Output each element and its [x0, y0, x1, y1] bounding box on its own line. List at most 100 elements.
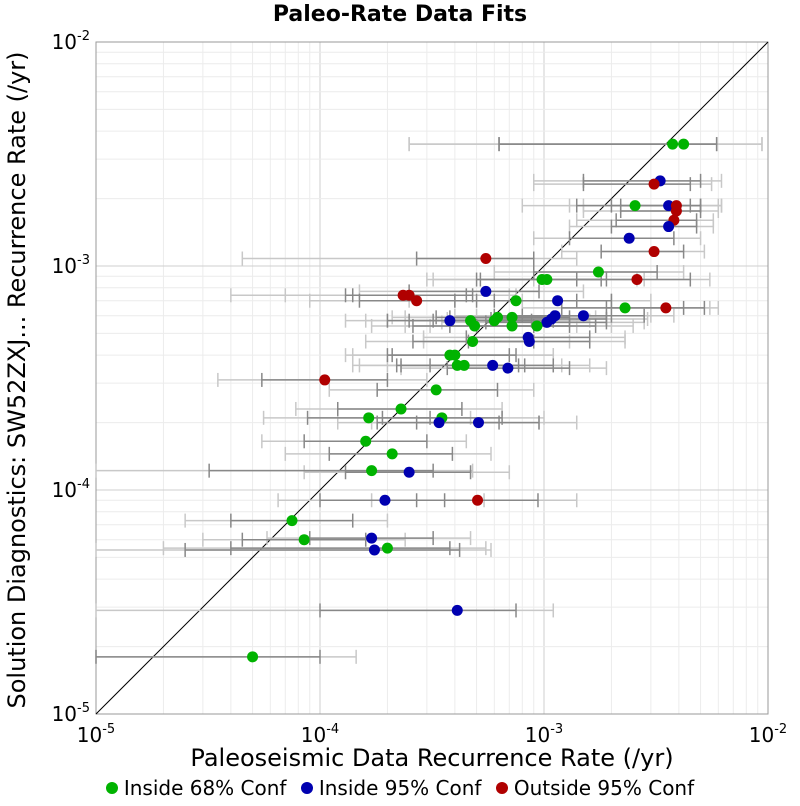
data-point-inside-68	[506, 320, 518, 332]
y-tick-label-base: 10	[52, 478, 77, 502]
x-tick-label-exponent: -3	[550, 722, 563, 737]
y-tick-label-base: 10	[52, 702, 77, 726]
error-bar-68	[230, 541, 451, 556]
data-point-inside-68	[449, 349, 461, 361]
data-point-outside-95	[411, 295, 423, 307]
data-point-inside-68	[467, 336, 479, 348]
error-bar-68	[95, 649, 321, 664]
y-tick-label: 10-4	[52, 477, 90, 502]
data-point-inside-68	[678, 138, 690, 150]
data-point-inside-95	[368, 544, 380, 556]
data-point-inside-95	[433, 417, 445, 429]
data-point-inside-68	[619, 302, 631, 314]
data-point-inside-68	[298, 534, 310, 546]
data-point-inside-68	[286, 515, 298, 527]
y-tick-label: 10-3	[52, 253, 90, 278]
legend-label-inside-95: Inside 95% Conf	[318, 776, 482, 800]
data-point-inside-95	[451, 604, 463, 616]
data-point-inside-95	[552, 295, 564, 307]
data-point-inside-68	[667, 138, 679, 150]
y-tick-label: 10-5	[52, 701, 90, 726]
error-bar-68	[582, 177, 692, 192]
data-point-inside-95	[577, 310, 589, 322]
data-point-outside-95	[319, 374, 331, 386]
error-bar-68	[600, 244, 685, 259]
data-point-inside-68	[430, 384, 442, 396]
error-bar-68	[408, 284, 540, 299]
error-bars-95	[95, 137, 763, 664]
error-bar-68	[615, 213, 698, 228]
data-point-inside-95	[379, 494, 391, 506]
plot-border	[95, 41, 769, 715]
x-tick-label-base: 10	[525, 723, 550, 747]
y-tick-label-exponent: -2	[77, 29, 90, 44]
data-point-inside-68	[360, 435, 372, 447]
error-bar-68	[415, 251, 535, 266]
data-point-inside-68	[381, 542, 393, 554]
legend-item-inside-68: Inside 68% Conf	[105, 776, 287, 800]
data-point-inside-68	[458, 359, 470, 371]
y-tick-label-base: 10	[52, 30, 77, 54]
chart-title: Paleo-Rate Data Fits	[272, 2, 528, 27]
legend-marker-outside-95	[495, 782, 508, 794]
x-tick-label: 10-4	[301, 722, 339, 747]
data-point-inside-68	[469, 320, 481, 332]
data-point-outside-95	[480, 253, 492, 265]
x-tick-labels: 10-5 10-4 10-3 10-2	[77, 722, 787, 747]
data-point-inside-95	[403, 466, 415, 478]
y-tick-label-exponent: -5	[77, 701, 90, 716]
legend-marker-inside-95	[300, 782, 313, 794]
data-point-inside-95	[663, 221, 675, 233]
data-point-inside-68	[386, 448, 398, 460]
y-tick-label-exponent: -4	[77, 477, 90, 492]
error-bar-68	[568, 231, 675, 246]
x-tick-label-base: 10	[749, 723, 774, 747]
data-point-inside-95	[480, 285, 492, 297]
data-point-inside-68	[363, 412, 375, 424]
data-point-outside-95	[670, 205, 682, 217]
data-point-inside-95	[623, 232, 635, 244]
x-tick-label: 10-3	[525, 722, 563, 747]
x-tick-label-exponent: -5	[102, 722, 115, 737]
error-bar-68	[319, 603, 517, 618]
x-tick-label-exponent: -2	[774, 722, 787, 737]
data-points	[247, 138, 690, 663]
legend-item-inside-95: Inside 95% Conf	[300, 776, 482, 800]
x-tick-label-base: 10	[301, 723, 326, 747]
data-point-inside-95	[663, 200, 675, 212]
y-tick-labels: 10-510-410-310-2	[52, 29, 90, 726]
error-bar-68	[208, 463, 434, 478]
error-bar-68	[582, 173, 702, 188]
data-point-inside-68	[395, 403, 407, 415]
reference-line	[95, 41, 769, 715]
y-tick-label-base: 10	[52, 254, 77, 278]
data-point-inside-68	[247, 651, 259, 663]
y-axis-label: Solution Diagnostics: SW52ZXJ... Recurre…	[3, 51, 31, 709]
data-point-inside-68	[629, 200, 641, 212]
x-tick-label: 10-2	[749, 722, 787, 747]
error-bar-68	[610, 219, 698, 234]
data-point-outside-95	[472, 494, 484, 506]
data-point-inside-95	[366, 532, 378, 544]
x-tick-label-base: 10	[77, 723, 102, 747]
data-point-inside-68	[510, 295, 522, 307]
data-point-inside-95	[523, 336, 535, 348]
legend-item-outside-95: Outside 95% Conf	[495, 776, 695, 800]
data-point-inside-95	[472, 417, 484, 429]
data-point-inside-68	[366, 465, 378, 477]
legend-label-outside-95: Outside 95% Conf	[513, 776, 695, 800]
data-point-inside-95	[502, 362, 514, 374]
legend: Inside 68% Conf Inside 95% Conf Outside …	[0, 776, 800, 800]
identity-line	[95, 41, 769, 715]
data-point-inside-95	[487, 359, 499, 371]
data-point-outside-95	[648, 246, 660, 258]
plot-frame	[95, 41, 769, 715]
data-point-inside-68	[531, 320, 543, 332]
data-point-inside-68	[541, 274, 553, 286]
data-point-inside-68	[592, 266, 604, 278]
legend-label-inside-68: Inside 68% Conf	[123, 776, 287, 800]
data-point-inside-68	[506, 311, 518, 323]
x-tick-label: 10-5	[77, 722, 115, 747]
error-bar-68	[184, 542, 461, 557]
